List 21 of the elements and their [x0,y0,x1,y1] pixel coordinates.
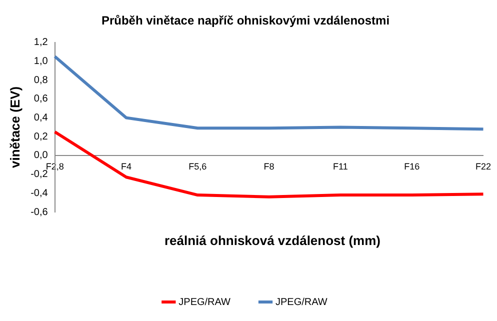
y-tick-label: 0,2 [34,131,48,142]
y-tick-label: 0,0 [34,150,48,162]
y-tick-label: 0,8 [34,74,48,86]
legend-label: JPEG/RAW [276,296,328,308]
y-axis-title: vinětace (EV) [7,86,22,168]
x-tick-label: F11 [333,161,348,172]
x-tick-label: F22 [475,161,492,172]
y-tick-label: -0,4 [30,188,48,199]
x-axis-title: reálniá ohnisková vzdálenost (mm) [163,233,382,248]
y-tick-label: 1,2 [34,37,48,48]
legend-label: JPEG/RAW [178,296,232,308]
y-tick-label: 0,4 [34,112,48,124]
x-tick-label: F5,6 [188,161,207,172]
y-tick-label: 0,6 [34,94,48,105]
y-tick-label: -0,2 [30,169,48,180]
y-tick-label: -0,6 [30,206,48,218]
chart-title: Průběh vinětace napříč ohniskovými vzdálenostmi [101,14,390,28]
x-tick-label: F4 [120,161,132,172]
y-tick-label: 1,0 [34,56,48,67]
x-tick-label: F8 [264,161,274,172]
x-tick-label: F16 [404,161,420,172]
